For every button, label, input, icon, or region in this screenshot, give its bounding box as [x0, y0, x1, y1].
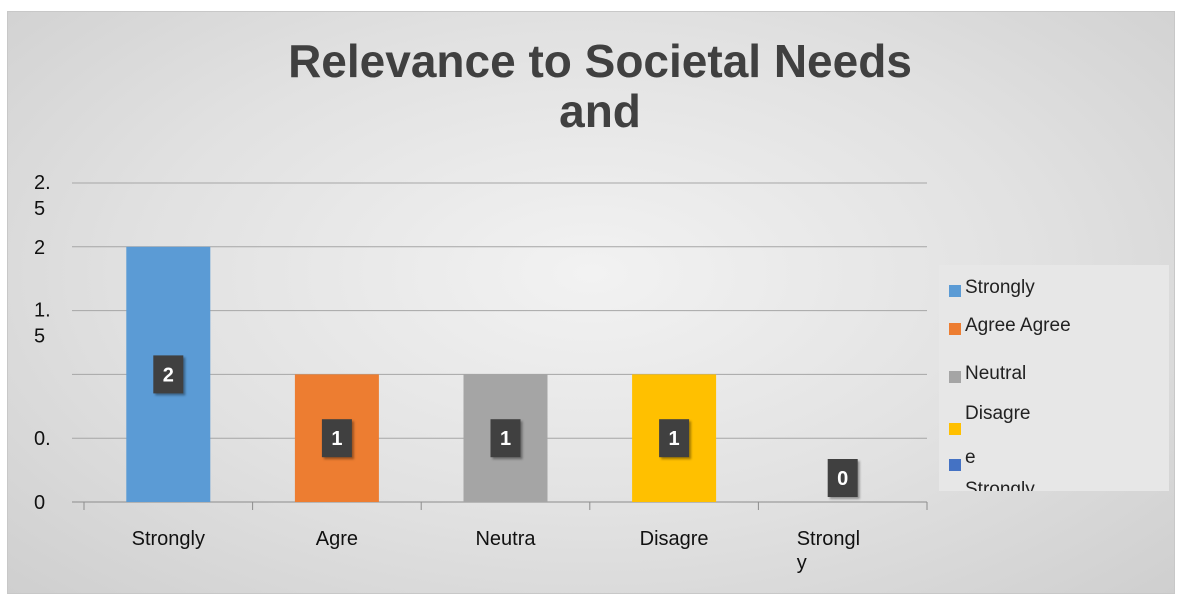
- y-tick-label: 0: [34, 492, 45, 514]
- data-label-box: [321, 419, 352, 458]
- x-category-label: Neutra: [475, 528, 536, 550]
- legend-item: e: [965, 447, 976, 468]
- y-tick-label: 2: [34, 237, 45, 259]
- y-tick-label: 2. 5: [34, 172, 51, 220]
- legend-swatch: [949, 459, 961, 471]
- legend-swatch: [949, 323, 961, 335]
- data-label: 1: [500, 428, 511, 450]
- legend-item: Strongly: [965, 277, 1035, 298]
- data-label-box: [153, 355, 184, 394]
- legend-swatch: [949, 285, 961, 297]
- legend-item: Agree Agree: [965, 315, 1071, 336]
- data-label: 2: [163, 364, 174, 386]
- data-label: 1: [331, 428, 342, 450]
- legend-item: Disagre: [965, 403, 1031, 424]
- data-label-box: [659, 419, 690, 458]
- data-label-box: [490, 419, 521, 458]
- y-tick-label: 0.: [34, 428, 51, 450]
- x-category-label: Agre: [316, 528, 358, 550]
- legend-item: Neutral: [965, 363, 1027, 384]
- y-tick-label: 1. 5: [34, 300, 51, 348]
- x-category-label: Disagre: [640, 528, 709, 550]
- legend-swatch: [949, 371, 961, 383]
- data-label-box: [827, 459, 858, 497]
- chart-title: Relevance to Societal Needs and: [288, 35, 912, 137]
- data-label: 1: [669, 428, 680, 450]
- x-category-label: Strongly: [132, 528, 205, 550]
- legend: Strongly Agree Agree Neutral Disagre e Strong…: [939, 265, 1169, 491]
- legend-swatch: [949, 423, 961, 435]
- data-label: 0: [837, 468, 848, 490]
- legend-item: Strongly: [965, 479, 1035, 491]
